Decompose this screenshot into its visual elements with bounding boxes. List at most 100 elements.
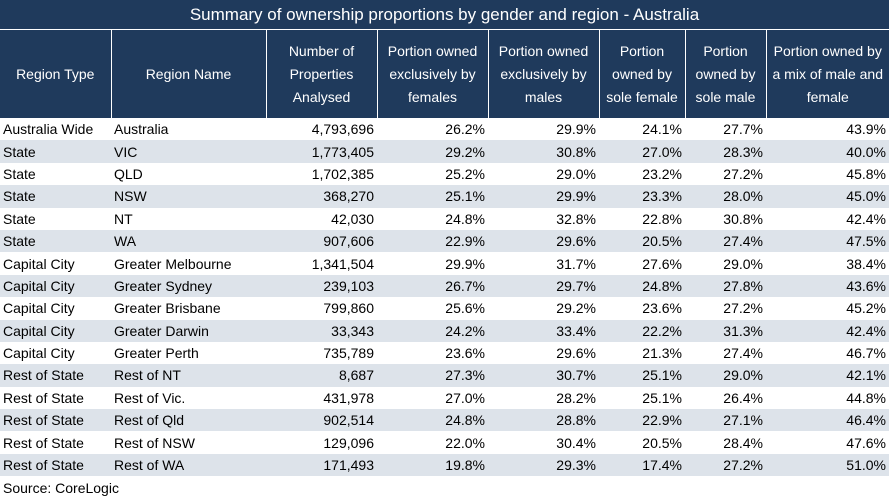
value-cell: 25.1% — [377, 185, 488, 208]
column-header: Portion owned by sole female — [598, 30, 685, 118]
value-cell: 33,343 — [266, 319, 377, 342]
table-row: State VIC 1,773,405 29.2% 30.8% 27.0% 28.3% 40.… — [0, 140, 889, 163]
value-cell: 25.1% — [599, 386, 685, 410]
value-cell: 27.4% — [685, 229, 766, 253]
table-title: Summary of ownership proportions by gend… — [0, 0, 889, 30]
value-cell: 22.0% — [377, 431, 488, 454]
table-row: State QLD 1,702,385 25.2% 29.0% 23.2% 27.2% 45.… — [0, 162, 889, 186]
value-cell: 19.8% — [377, 453, 488, 477]
value-cell: 42.4% — [766, 207, 889, 230]
column-header: Portion owned exclusively by females — [376, 30, 488, 118]
table-row: Capital City Greater Perth 735,789 23.6% 29.… — [0, 341, 889, 365]
region-type-cell: Capital City — [0, 252, 111, 275]
value-cell: 30.7% — [488, 364, 599, 387]
value-cell: 29.6% — [488, 229, 599, 253]
value-cell: 20.5% — [599, 229, 685, 253]
value-cell: 43.6% — [766, 274, 889, 298]
region-type-cell: Rest of State — [0, 409, 111, 432]
value-cell: 23.2% — [599, 162, 685, 186]
value-cell: 29.0% — [685, 252, 766, 275]
value-cell: 24.2% — [377, 319, 488, 342]
table-row: Rest of State Rest of Vic. 431,978 27.0% 28.… — [0, 386, 889, 410]
value-cell: 27.2% — [685, 297, 766, 320]
header-row: Region Type Region Name Number of Proper… — [0, 30, 889, 118]
table-row: State NSW 368,270 25.1% 29.9% 23.3% 28.0% 45.0% — [0, 185, 889, 208]
value-cell: 4,793,696 — [266, 118, 377, 141]
region-type-cell: State — [0, 185, 111, 208]
region-name-cell: VIC — [111, 140, 266, 163]
table-row: Capital City Greater Brisbane 799,860 25.6%… — [0, 297, 889, 320]
value-cell: 27.6% — [599, 252, 685, 275]
table-row: Rest of State Rest of Qld 902,514 24.8% 28.8… — [0, 409, 889, 432]
table-row: Capital City Greater Darwin 33,343 24.2% 33.… — [0, 319, 889, 342]
value-cell: 30.8% — [685, 207, 766, 230]
value-cell: 29.9% — [488, 118, 599, 141]
value-cell: 27.7% — [685, 118, 766, 141]
value-cell: 24.8% — [377, 207, 488, 230]
value-cell: 42.4% — [766, 319, 889, 342]
region-type-cell: Capital City — [0, 319, 111, 342]
value-cell: 27.3% — [377, 364, 488, 387]
ownership-table: Region Type Region Name Number of Proper… — [0, 30, 889, 477]
region-type-cell: Australia Wide — [0, 118, 111, 141]
value-cell: 47.6% — [766, 431, 889, 454]
value-cell: 1,341,504 — [266, 252, 377, 275]
value-cell: 31.3% — [685, 319, 766, 342]
value-cell: 24.8% — [599, 274, 685, 298]
value-cell: 29.2% — [488, 297, 599, 320]
region-type-cell: State — [0, 207, 111, 230]
value-cell: 27.2% — [685, 162, 766, 186]
value-cell: 46.4% — [766, 409, 889, 432]
region-name-cell: NSW — [111, 185, 266, 208]
region-name-cell: Greater Brisbane — [111, 297, 266, 320]
column-header: Number of Properties Analysed — [265, 30, 377, 118]
table-row: Australia Wide Australia 4,793,696 26.2% 29.… — [0, 118, 889, 141]
value-cell: 29.0% — [488, 162, 599, 186]
value-cell: 27.2% — [685, 453, 766, 477]
value-cell: 33.4% — [488, 319, 599, 342]
value-cell: 29.9% — [377, 252, 488, 275]
value-cell: 1,702,385 — [266, 162, 377, 186]
value-cell: 45.0% — [766, 185, 889, 208]
region-type-cell: Capital City — [0, 274, 111, 298]
value-cell: 1,773,405 — [266, 140, 377, 163]
region-name-cell: Rest of Qld — [111, 409, 266, 432]
value-cell: 43.9% — [766, 118, 889, 141]
value-cell: 239,103 — [266, 274, 377, 298]
value-cell: 51.0% — [766, 453, 889, 477]
region-type-cell: Rest of State — [0, 453, 111, 477]
region-type-cell: Rest of State — [0, 386, 111, 410]
column-header: Portion owned exclusively by males — [487, 30, 599, 118]
value-cell: 42,030 — [266, 207, 377, 230]
table-row: State WA 907,606 22.9% 29.6% 20.5% 27.4% 47.5% — [0, 229, 889, 253]
value-cell: 27.0% — [599, 140, 685, 163]
value-cell: 31.7% — [488, 252, 599, 275]
value-cell: 23.3% — [599, 185, 685, 208]
value-cell: 27.8% — [685, 274, 766, 298]
value-cell: 38.4% — [766, 252, 889, 275]
table-row: Rest of State Rest of NT 8,687 27.3% 30.7% 25… — [0, 364, 889, 387]
region-name-cell: Greater Perth — [111, 341, 266, 365]
value-cell: 32.8% — [488, 207, 599, 230]
column-header: Region Name — [110, 30, 266, 118]
value-cell: 27.4% — [685, 341, 766, 365]
value-cell: 25.6% — [377, 297, 488, 320]
region-name-cell: Greater Darwin — [111, 319, 266, 342]
value-cell: 25.1% — [599, 364, 685, 387]
region-name-cell: Greater Sydney — [111, 274, 266, 298]
region-type-cell: State — [0, 229, 111, 253]
value-cell: 23.6% — [599, 297, 685, 320]
value-cell: 368,270 — [266, 185, 377, 208]
value-cell: 20.5% — [599, 431, 685, 454]
value-cell: 24.1% — [599, 118, 685, 141]
table-row: Rest of State Rest of NSW 129,096 22.0% 30.4… — [0, 431, 889, 454]
table-row: Capital City Greater Sydney 239,103 26.7% 29… — [0, 274, 889, 298]
value-cell: 45.2% — [766, 297, 889, 320]
value-cell: 22.2% — [599, 319, 685, 342]
region-name-cell: WA — [111, 229, 266, 253]
value-cell: 22.9% — [599, 409, 685, 432]
region-type-cell: State — [0, 162, 111, 186]
value-cell: 23.6% — [377, 341, 488, 365]
value-cell: 28.4% — [685, 431, 766, 454]
value-cell: 24.8% — [377, 409, 488, 432]
